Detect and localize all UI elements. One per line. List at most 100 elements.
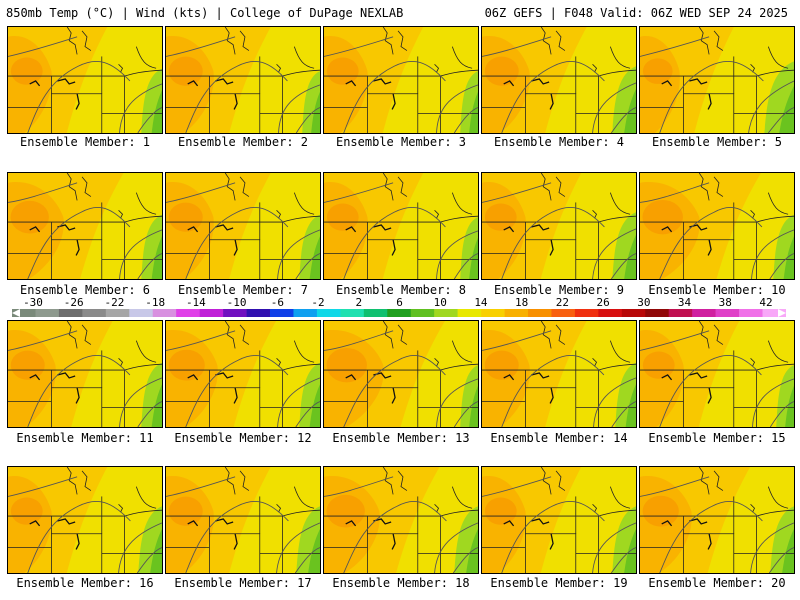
colorbar-swatch [316,309,341,317]
colorbar-swatch [598,309,623,317]
colorbar-tick-label: -26 [63,296,84,309]
temperature-field [8,467,162,573]
ensemble-map-7 [165,172,321,280]
temperature-field [482,467,636,573]
ensemble-map-14 [481,320,637,428]
temperature-field [166,27,320,133]
ensemble-map-3 [323,26,479,134]
ensemble-map-9 [481,172,637,280]
ensemble-member-label: Ensemble Member: 11 [16,431,154,445]
colorbar-swatch [762,309,786,317]
colorbar-swatch [387,309,412,317]
colorbar-swatch [715,309,740,317]
temperature-field [324,173,478,279]
colorbar-tick-label: -2 [311,296,325,309]
ensemble-member-label: Ensemble Member: 3 [335,135,467,149]
ensemble-map-1 [7,26,163,134]
ensemble-member-label: Ensemble Member: 13 [332,431,470,445]
temperature-field [482,173,636,279]
model-valid-time: 06Z GEFS | F048 Valid: 06Z WED SEP 24 20… [484,6,788,20]
colorbar-tick-label: 26 [596,296,610,309]
temperature-field [324,27,478,133]
colorbar-tick-label: 18 [515,296,529,309]
ensemble-member-label: Ensemble Member: 7 [177,283,309,297]
temperature-field [324,321,478,427]
ensemble-member-label: Ensemble Member: 14 [490,431,628,445]
map-title: 850mb Temp (°C) | Wind (kts) | College o… [6,6,404,20]
ensemble-map-4 [481,26,637,134]
colorbar-swatch [199,309,224,317]
colorbar-tick-label: 42 [759,296,773,309]
colorbar-swatch [363,309,388,317]
colorbar-swatch [293,309,318,317]
ensemble-member-label: Ensemble Member: 9 [493,283,625,297]
colorbar-swatch [129,309,154,317]
ensemble-map-16 [7,466,163,574]
ensemble-map-10 [639,172,795,280]
colorbar-swatch [223,309,247,317]
temperature-field [166,321,320,427]
colorbar-tick-label: 6 [396,296,403,309]
temperature-colorbar [12,309,786,317]
ensemble-member-label: Ensemble Member: 12 [174,431,312,445]
colorbar-swatch [12,309,36,317]
colorbar-swatch [551,309,576,317]
ensemble-member-label: Ensemble Member: 5 [651,135,783,149]
colorbar-swatch [152,309,177,317]
colorbar-swatch [105,309,130,317]
colorbar-swatch [82,309,107,317]
ensemble-map-12 [165,320,321,428]
ensemble-map-6 [7,172,163,280]
colorbar-tick-label: 34 [677,296,692,309]
colorbar-swatch [457,309,482,317]
colorbar-swatch [692,309,716,317]
colorbar-tick-label: 14 [474,296,488,309]
ensemble-map-20 [639,466,795,574]
ensemble-member-label: Ensemble Member: 20 [648,576,786,590]
ensemble-map-8 [323,172,479,280]
colorbar-swatch [574,309,599,317]
ensemble-member-label: Ensemble Member: 2 [177,135,309,149]
colorbar-swatch [434,309,458,317]
colorbar-labels: -30 -26 -22 -18 -14 -10 -6 -2 2 6 10 14 18 22 26 30 34 38… [0,296,800,309]
temperature-field [640,173,794,279]
colorbar-tick-label: 30 [637,296,651,309]
temperature-field [640,321,794,427]
colorbar-swatch [58,309,83,317]
ensemble-map-15 [639,320,795,428]
ensemble-member-label: Ensemble Member: 16 [16,576,154,590]
colorbar-swatch [668,309,693,317]
ensemble-member-label: Ensemble Member: 8 [335,283,467,297]
ensemble-member-label: Ensemble Member: 15 [648,431,786,445]
colorbar-tick-label: -6 [270,296,284,309]
colorbar-tick-label: -14 [185,296,206,309]
colorbar-swatch [35,309,60,317]
ensemble-member-label: Ensemble Member: 18 [332,576,470,590]
ensemble-member-label: Ensemble Member: 4 [493,135,625,149]
temperature-field [640,27,794,133]
ensemble-member-label: Ensemble Member: 17 [174,576,312,590]
colorbar-swatch [621,309,646,317]
colorbar-tick-label: -18 [145,296,166,309]
ensemble-map-13 [323,320,479,428]
colorbar-swatch [340,309,365,317]
ensemble-map-5 [639,26,795,134]
ensemble-map-11 [7,320,163,428]
colorbar-swatch [410,309,435,317]
temperature-field [482,321,636,427]
colorbar-tick-label: 22 [555,296,569,309]
colorbar-swatch [528,309,552,317]
temperature-field [166,467,320,573]
colorbar-tick-label: -30 [23,296,43,309]
temperature-field [640,467,794,573]
temperature-field [324,467,478,573]
colorbar-swatch [270,309,294,317]
temperature-field [482,27,636,133]
colorbar-tick-label: -22 [104,296,125,309]
ensemble-member-label: Ensemble Member: 6 [19,283,151,297]
colorbar-swatch [504,309,529,317]
ensemble-map-19 [481,466,637,574]
colorbar-tick-label: 10 [433,296,447,309]
ensemble-map-17 [165,466,321,574]
colorbar-tick-label: -10 [226,296,247,309]
